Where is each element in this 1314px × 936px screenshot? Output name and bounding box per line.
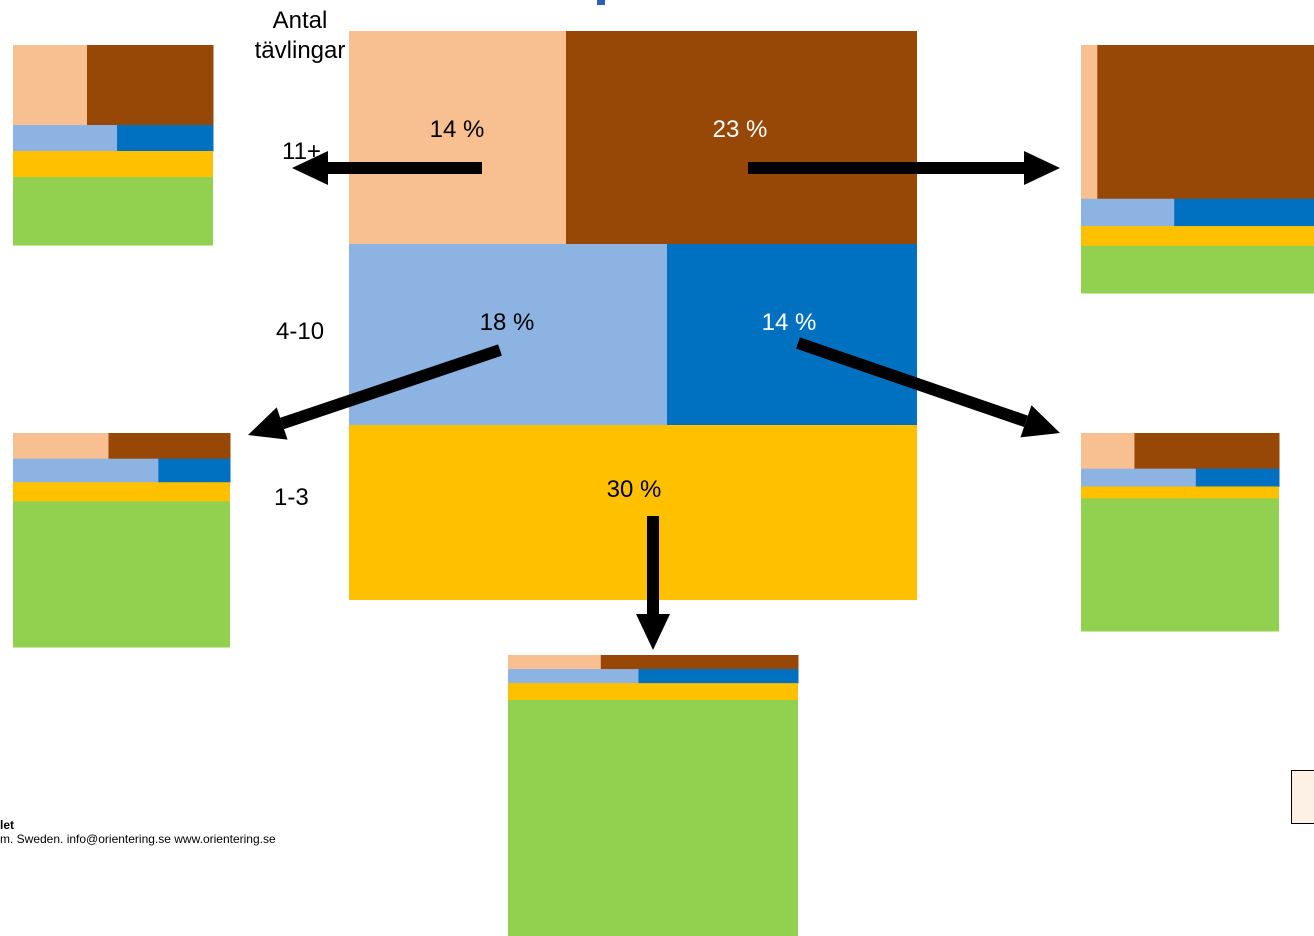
arrow-to-c4a-shaft xyxy=(280,344,502,430)
mini-cell-from-c4a-1-1 xyxy=(158,458,231,483)
axis-title-line-1: Antal xyxy=(272,7,328,34)
footer-org: let xyxy=(0,818,15,832)
axis-title-line-2: tävlingar xyxy=(254,37,346,64)
mini-cell-from-c11a-1-1 xyxy=(117,125,214,152)
mini-cell-from-c13-1-1 xyxy=(638,669,799,684)
mosaic-cell-label-c11a: 14 % xyxy=(430,116,485,143)
mini-cell-from-c11b-1-1 xyxy=(1174,198,1314,227)
mosaic-cell-c13 xyxy=(349,425,917,600)
arrow-to-c11a-head xyxy=(292,151,328,185)
mini-cell-from-c4a-0-1 xyxy=(108,433,231,460)
corner-box xyxy=(1291,770,1314,824)
mini-cell-from-c11a-2 xyxy=(13,151,213,178)
mosaic-cell-c4b xyxy=(667,244,917,425)
mosaic-cell-c11a xyxy=(349,31,566,244)
mini-cell-from-c11a-3 xyxy=(13,177,213,246)
mini-cell-from-c11a-1-0 xyxy=(13,125,118,152)
top-accent-mark xyxy=(597,0,605,5)
arrow-to-c4b-shaft xyxy=(796,337,1028,427)
mini-cell-from-c11b-0-1 xyxy=(1097,45,1314,200)
mini-cell-from-c13-0-0 xyxy=(508,655,602,670)
mini-cell-from-c4a-1-0 xyxy=(13,458,159,483)
mosaic-cell-label-c4a: 18 % xyxy=(480,309,535,336)
mini-cell-from-c4b-3 xyxy=(1081,498,1279,632)
mosaic-cell-label-c4b: 14 % xyxy=(762,309,817,336)
mini-cell-from-c13-2 xyxy=(508,683,798,701)
mini-cell-from-c4a-3 xyxy=(13,501,230,648)
mini-cell-from-c11a-0-0 xyxy=(13,45,88,126)
mosaic-cell-label-c13: 30 % xyxy=(607,476,662,503)
mini-cell-from-c11b-1-0 xyxy=(1081,198,1175,227)
mini-cell-from-c11b-2 xyxy=(1081,226,1314,247)
mini-cell-from-c4b-2 xyxy=(1081,486,1279,499)
mosaic-cell-c11b xyxy=(566,31,917,244)
mini-cell-from-c13-1-0 xyxy=(508,669,639,684)
mini-cell-from-c11b-0-0 xyxy=(1081,45,1098,200)
mini-cell-from-c11a-0-1 xyxy=(87,45,214,126)
mini-cell-from-c13-3 xyxy=(508,699,798,936)
mosaic-cell-label-c11b: 23 % xyxy=(713,116,768,143)
mini-cell-from-c11b-3 xyxy=(1081,245,1314,294)
axis-title: Antal tävlingar xyxy=(248,6,352,66)
arrow-to-c13-head xyxy=(636,614,670,650)
mosaic-cell-c4a xyxy=(349,244,667,425)
mini-cell-from-c4b-0-0 xyxy=(1081,433,1135,470)
arrow-to-c11b-head xyxy=(1024,151,1060,185)
footer-address: m. Sweden. info@orientering.se www.orien… xyxy=(0,832,276,846)
mini-cell-from-c4a-2 xyxy=(13,482,230,502)
row-label-4-10: 4-10 xyxy=(276,318,325,345)
mini-cell-from-c4b-1-1 xyxy=(1195,468,1280,487)
mini-cell-from-c4b-0-1 xyxy=(1134,433,1280,470)
row-label-1-3: 1-3 xyxy=(274,484,309,511)
mini-cell-from-c4b-1-0 xyxy=(1081,468,1197,487)
arrow-to-c4b-head xyxy=(1020,405,1060,438)
arrow-to-c4a-head xyxy=(248,407,288,440)
mini-cell-from-c13-0-1 xyxy=(600,655,799,670)
mini-cell-from-c4a-0-0 xyxy=(13,433,109,460)
